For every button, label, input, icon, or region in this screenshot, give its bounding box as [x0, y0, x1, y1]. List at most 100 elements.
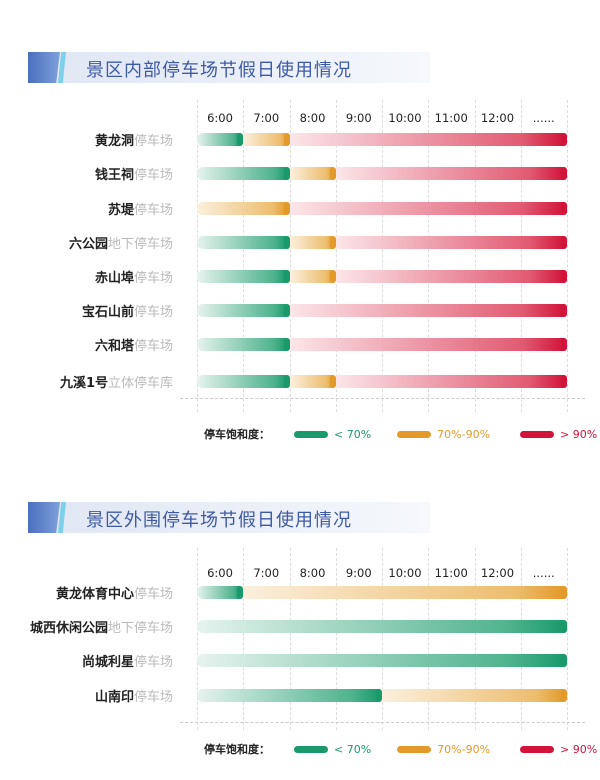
grid-line [382, 548, 383, 730]
parking-lot-name: 城西休闲公园 [29, 621, 108, 636]
bar-segment-green [197, 586, 241, 599]
bar-segment-end-cap [283, 270, 290, 283]
parking-lot-label: 六公园地下停车场 [69, 233, 173, 252]
bar-segment-end-cap [283, 304, 290, 317]
bar-segment-end-cap [283, 167, 290, 180]
time-tick-label: 7:00 [253, 566, 280, 580]
parking-lot-name: 黄龙洞 [94, 134, 134, 149]
bar-segment-yellow [197, 202, 287, 215]
bar-segment-end-cap [283, 375, 290, 388]
bar-segment-green [197, 133, 241, 146]
time-tick-label: 9:00 [345, 566, 372, 580]
parking-lot-type: 地下停车场 [107, 621, 173, 636]
bar-segment-end-cap [561, 620, 567, 633]
bar-segment-end-cap [329, 270, 336, 283]
grid-line [428, 548, 430, 730]
time-tick-label: 8:00 [299, 566, 326, 580]
legend-label: > 90% [560, 742, 598, 756]
parking-lot-type: 停车场 [133, 305, 173, 320]
legend-item-red: > 90% [520, 428, 597, 441]
parking-lot-label: 苏堤停车场 [108, 199, 173, 218]
time-tick-label: 12:00 [480, 111, 515, 125]
bar-segment-yellow [289, 167, 333, 180]
legend-label: > 90% [560, 427, 598, 441]
grid-line [197, 548, 198, 730]
bar-segment-red [289, 304, 564, 317]
legend-swatch [520, 745, 555, 753]
parking-lot-type: 停车场 [133, 168, 173, 183]
bar-segment-end-cap [561, 338, 567, 351]
legend-swatch [294, 430, 328, 438]
parking-lot-name: 宝石山前 [81, 305, 134, 320]
bar-segment-red [335, 270, 564, 283]
bar-segment-end-cap [329, 236, 336, 249]
bar-segment-red [289, 202, 564, 215]
bar-segment-end-cap [283, 133, 290, 146]
bar-segment-end-cap [329, 167, 336, 180]
bar-segment-end-cap [561, 654, 567, 667]
legend-title: 停车饱和度： [204, 428, 270, 441]
bar-segment-yellow [289, 375, 333, 388]
parking-lot-type: 立体停车库 [107, 376, 173, 391]
time-tick-label: 8:00 [299, 111, 326, 125]
parking-lot-label: 尚城利星停车场 [82, 651, 173, 670]
bar-segment-green [197, 689, 379, 702]
bar-segment-end-cap [237, 133, 244, 146]
legend: 停车饱和度： < 70% 70%-90% > 90% [204, 741, 597, 757]
time-tick-label: ...... [532, 111, 555, 125]
bar-segment-end-cap [561, 375, 567, 388]
grid-line [335, 100, 337, 412]
bar-segment-yellow [289, 236, 333, 249]
parking-lot-name: 苏堤 [107, 203, 134, 218]
bar-segment-yellow [289, 270, 333, 283]
banner-stripe-decoration [28, 502, 60, 533]
time-tick-label: 11:00 [434, 111, 468, 125]
legend-item-red: > 90% [520, 743, 597, 756]
parking-lot-label: 城西休闲公园地下停车场 [30, 617, 173, 636]
parking-lot-label: 山南印停车场 [95, 686, 173, 705]
bar-segment-green [197, 620, 564, 633]
time-tick-label: 6:00 [207, 111, 233, 125]
parking-lot-type: 停车场 [133, 134, 173, 149]
grid-line [520, 548, 522, 730]
parking-lot-type: 停车场 [133, 690, 173, 705]
grid-line [567, 100, 568, 412]
grid-line [335, 548, 337, 730]
parking-lot-name: 黄龙体育中心 [55, 587, 134, 602]
legend-label: 70%-90% [437, 742, 491, 756]
time-tick-label: 11:00 [434, 566, 468, 580]
bar-segment-yellow [243, 133, 287, 146]
legend-item-yellow: 70%-90% [397, 428, 490, 441]
grid-line [474, 548, 476, 730]
banner-stripe-decoration [28, 52, 60, 83]
parking-lot-type: 停车场 [133, 339, 173, 354]
bar-segment-green [197, 304, 287, 317]
bar-segment-green [197, 270, 287, 283]
bar-segment-yellow [243, 586, 564, 599]
section-title: 景区外围停车场节假日使用情况 [86, 510, 352, 531]
time-tick-label: 12:00 [480, 566, 515, 580]
time-tick-label: 9:00 [345, 111, 372, 125]
legend-item-green: < 70% [294, 428, 371, 441]
bar-segment-end-cap [561, 133, 567, 146]
parking-lot-type: 停车场 [133, 203, 173, 218]
grid-line [289, 548, 291, 730]
legend-item-yellow: 70%-90% [397, 743, 490, 756]
bar-segment-end-cap [561, 304, 567, 317]
legend-swatch [520, 430, 555, 438]
bar-segment-end-cap [561, 689, 567, 702]
bar-segment-green [197, 236, 287, 249]
grid-line [289, 100, 291, 412]
grid-line [382, 100, 383, 412]
legend-swatch [397, 430, 432, 438]
bar-segment-green [197, 654, 564, 667]
parking-lot-label: 九溪1号立体停车库 [60, 372, 173, 391]
parking-lot-name: 六和塔 [94, 339, 134, 354]
legend-label: < 70% [334, 742, 372, 756]
legend: 停车饱和度： < 70% 70%-90% > 90% [204, 426, 597, 442]
bar-segment-end-cap [561, 167, 567, 180]
grid-line [243, 548, 245, 730]
legend-swatch [397, 745, 432, 753]
parking-lot-name: 山南印 [94, 690, 134, 705]
bar-segment-end-cap [283, 338, 290, 351]
